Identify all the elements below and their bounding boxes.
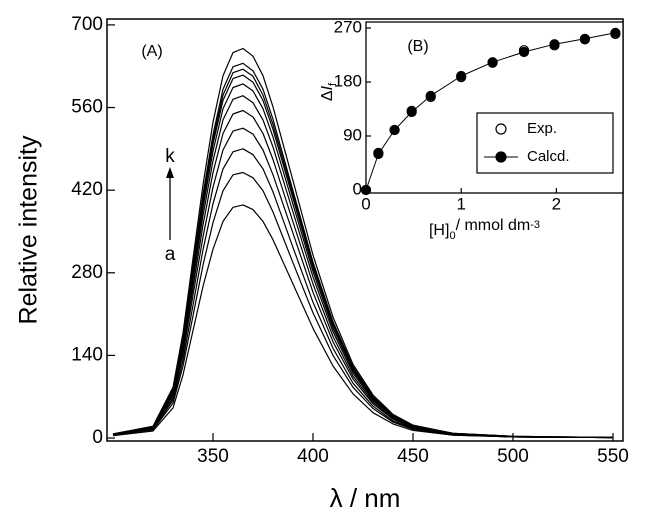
legend-marker [495,123,507,135]
data-point [487,57,498,68]
y-tick-label: 420 [71,179,103,200]
legend-marker [495,151,507,163]
data-point [360,184,372,196]
panel-label: (B) [407,38,428,55]
x-tick-label: 350 [197,446,229,467]
plot-frame [106,18,624,442]
data-point [610,27,621,38]
x-axis-label: λ / nm [330,483,401,513]
series-line [112,204,614,439]
series-line [112,171,614,439]
series-line [112,148,614,439]
y-tick-label: 180 [334,71,362,90]
data-point [406,106,417,118]
x-axis-label-part: -3 [530,219,540,231]
legend-label: Calcd. [527,148,570,165]
data-point [389,124,400,136]
y-tick-label: 270 [334,17,362,36]
y-axis-label-part: f [327,82,339,86]
legend-label: Exp. [527,120,557,137]
x-tick-label: 0 [361,194,370,213]
x-axis-label-part: / mmol dm [456,217,531,234]
y-axis-label: Relative intensity [15,135,43,324]
y-tick-label: 0 [353,179,362,198]
y-tick-label: 140 [71,344,103,365]
data-point [456,70,467,82]
y-tick-label: 0 [92,427,103,448]
series-line [112,109,614,439]
data-point [425,90,436,101]
x-tick-label: 1 [456,194,465,213]
x-tick-label: 500 [497,446,529,467]
y-axis-label-part: Δ [319,90,336,101]
y-tick-label: 700 [71,14,103,35]
y-tick-label: 90 [343,125,362,144]
data-point [518,46,530,58]
data-point [579,33,591,44]
panel-label: (A) [141,43,162,60]
x-tick-label: 450 [397,446,429,467]
x-axis-label-part: [H] [429,222,449,239]
y-axis-label-part: I [319,85,336,90]
x-axis-label: [H]0/ mmol dm-3 [429,217,540,242]
y-tick-label: 560 [71,97,103,118]
x-tick-label: 550 [597,446,629,467]
arrow-head [166,167,174,178]
legend-box [476,112,614,174]
y-axis-label: ΔIf [319,82,339,101]
series-line [112,62,614,439]
x-axis-label-part: 0 [449,230,455,242]
x-tick-label: 2 [552,194,561,213]
data-point [373,148,384,160]
series-line [112,47,614,439]
annotation: a [165,244,176,265]
y-tick-label: 280 [71,262,103,283]
annotation: k [165,146,175,167]
x-tick-label: 400 [297,446,329,467]
data-point [549,39,560,50]
